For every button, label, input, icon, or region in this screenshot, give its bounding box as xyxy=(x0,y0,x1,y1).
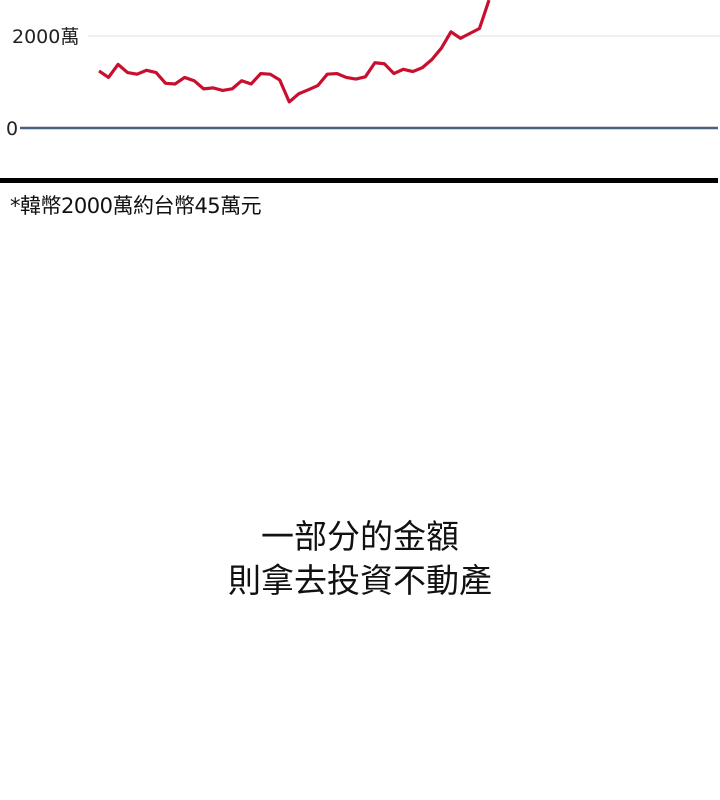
caption-line-1: 一部分的金額 xyxy=(261,517,459,556)
series-line xyxy=(98,0,491,104)
caption: 一部分的金額 則拿去投資不動產 xyxy=(0,515,720,603)
panel-divider xyxy=(0,178,718,183)
caption-line-2: 則拿去投資不動產 xyxy=(228,561,492,600)
y-tick-label: 0 xyxy=(6,118,18,140)
y-tick-label: 2000萬 xyxy=(12,26,79,48)
price-chart: 0 2000萬 xyxy=(6,0,720,140)
footnote: *韓幣2000萬約台幣45萬元 xyxy=(10,194,262,218)
